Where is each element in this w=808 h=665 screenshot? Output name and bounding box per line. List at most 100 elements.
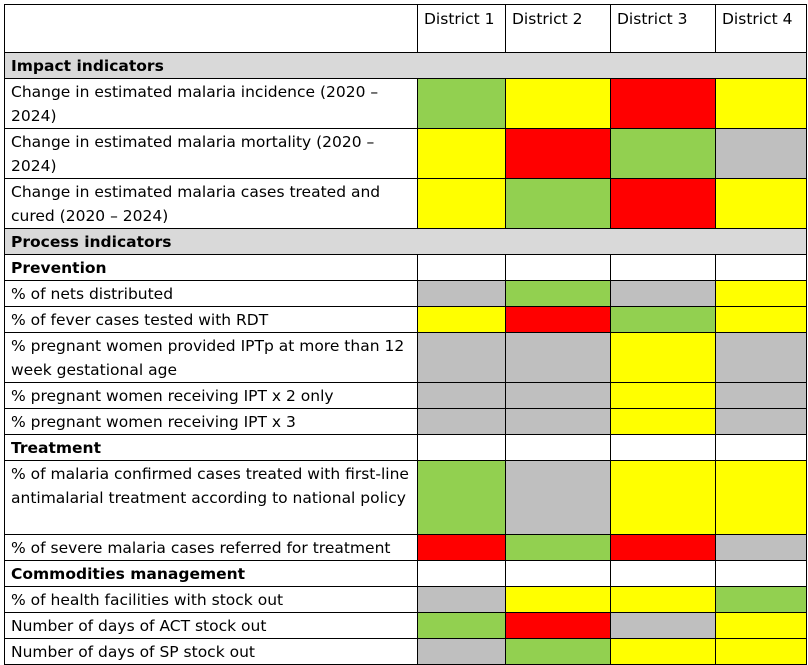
status-cell-district-3 xyxy=(610,434,716,461)
indicator-label: Change in estimated malaria incidence (2… xyxy=(4,78,418,129)
subsection-row: Prevention xyxy=(4,254,807,281)
indicator-label: % of health facilities with stock out xyxy=(4,586,418,613)
status-cell-district-4 xyxy=(715,534,807,561)
indicator-row: % of severe malaria cases referred for t… xyxy=(4,534,807,561)
status-cell-district-2 xyxy=(505,460,611,535)
indicator-row: % of fever cases tested with RDT xyxy=(4,306,807,333)
subsection-row: Commodities management xyxy=(4,560,807,587)
status-cell-district-1 xyxy=(417,434,506,461)
status-cell-district-1 xyxy=(417,78,506,129)
status-cell-district-3 xyxy=(610,280,716,307)
indicator-label: Change in estimated malaria mortality (2… xyxy=(4,128,418,179)
status-cell-district-1 xyxy=(417,534,506,561)
status-cell-district-2 xyxy=(505,306,611,333)
indicator-label: Number of days of ACT stock out xyxy=(4,612,418,639)
indicator-label: % pregnant women provided IPTp at more t… xyxy=(4,332,418,383)
status-cell-district-3 xyxy=(610,534,716,561)
indicator-row: % pregnant women receiving IPT x 2 only xyxy=(4,382,807,409)
indicator-row: % of malaria confirmed cases treated wit… xyxy=(4,460,807,535)
header-district-1: District 1 xyxy=(417,4,506,53)
indicator-label: Change in estimated malaria cases treate… xyxy=(4,178,418,229)
status-cell-district-2 xyxy=(505,280,611,307)
section-heading: Process indicators xyxy=(4,228,807,255)
status-cell-district-3 xyxy=(610,408,716,435)
status-cell-district-3 xyxy=(610,638,716,665)
status-cell-district-1 xyxy=(417,178,506,229)
status-cell-district-4 xyxy=(715,434,807,461)
status-cell-district-3 xyxy=(610,460,716,535)
status-cell-district-1 xyxy=(417,460,506,535)
section-row: Impact indicators xyxy=(4,52,807,79)
indicator-label: % of nets distributed xyxy=(4,280,418,307)
status-cell-district-1 xyxy=(417,612,506,639)
status-cell-district-2 xyxy=(505,534,611,561)
header-district-3: District 3 xyxy=(610,4,716,53)
indicator-label: % of fever cases tested with RDT xyxy=(4,306,418,333)
status-cell-district-3 xyxy=(610,586,716,613)
status-cell-district-1 xyxy=(417,254,506,281)
indicator-row: Change in estimated malaria incidence (2… xyxy=(4,78,807,129)
status-cell-district-2 xyxy=(505,612,611,639)
subsection-heading: Commodities management xyxy=(4,560,418,587)
status-cell-district-4 xyxy=(715,128,807,179)
header-row: District 1 District 2 District 3 Distric… xyxy=(4,4,807,53)
indicator-label: % pregnant women receiving IPT x 3 xyxy=(4,408,418,435)
header-corner-cell xyxy=(4,4,418,53)
status-cell-district-4 xyxy=(715,586,807,613)
status-cell-district-2 xyxy=(505,434,611,461)
status-cell-district-3 xyxy=(610,254,716,281)
status-cell-district-3 xyxy=(610,78,716,129)
section-row: Process indicators xyxy=(4,228,807,255)
indicator-row: % of health facilities with stock out xyxy=(4,586,807,613)
status-cell-district-4 xyxy=(715,254,807,281)
indicator-row: Change in estimated malaria mortality (2… xyxy=(4,128,807,179)
status-cell-district-2 xyxy=(505,560,611,587)
header-district-2: District 2 xyxy=(505,4,611,53)
indicator-label: % of malaria confirmed cases treated wit… xyxy=(4,460,418,535)
status-cell-district-3 xyxy=(610,560,716,587)
status-cell-district-3 xyxy=(610,178,716,229)
status-cell-district-1 xyxy=(417,306,506,333)
subsection-heading: Prevention xyxy=(4,254,418,281)
status-cell-district-4 xyxy=(715,638,807,665)
status-cell-district-3 xyxy=(610,612,716,639)
section-heading: Impact indicators xyxy=(4,52,807,79)
status-cell-district-1 xyxy=(417,382,506,409)
status-cell-district-4 xyxy=(715,560,807,587)
status-cell-district-4 xyxy=(715,178,807,229)
indicator-row: Number of days of SP stock out xyxy=(4,638,807,665)
status-cell-district-2 xyxy=(505,178,611,229)
status-cell-district-2 xyxy=(505,332,611,383)
indicator-row: % pregnant women receiving IPT x 3 xyxy=(4,408,807,435)
status-cell-district-1 xyxy=(417,332,506,383)
indicator-row: % pregnant women provided IPTp at more t… xyxy=(4,332,807,383)
status-cell-district-1 xyxy=(417,638,506,665)
status-cell-district-2 xyxy=(505,128,611,179)
status-cell-district-4 xyxy=(715,332,807,383)
status-cell-district-2 xyxy=(505,638,611,665)
status-cell-district-2 xyxy=(505,382,611,409)
status-cell-district-2 xyxy=(505,586,611,613)
status-cell-district-4 xyxy=(715,408,807,435)
indicator-row: Change in estimated malaria cases treate… xyxy=(4,178,807,229)
indicator-label: Number of days of SP stock out xyxy=(4,638,418,665)
status-cell-district-1 xyxy=(417,128,506,179)
indicator-label: % of severe malaria cases referred for t… xyxy=(4,534,418,561)
status-cell-district-2 xyxy=(505,78,611,129)
subsection-heading: Treatment xyxy=(4,434,418,461)
status-cell-district-1 xyxy=(417,408,506,435)
status-cell-district-1 xyxy=(417,586,506,613)
indicator-table-body: District 1 District 2 District 3 Distric… xyxy=(4,4,807,665)
status-cell-district-3 xyxy=(610,382,716,409)
status-cell-district-2 xyxy=(505,408,611,435)
header-district-4: District 4 xyxy=(715,4,807,53)
status-cell-district-3 xyxy=(610,306,716,333)
status-cell-district-3 xyxy=(610,332,716,383)
status-cell-district-4 xyxy=(715,460,807,535)
indicator-table: District 1 District 2 District 3 Distric… xyxy=(4,4,807,665)
indicator-row: Number of days of ACT stock out xyxy=(4,612,807,639)
status-cell-district-1 xyxy=(417,280,506,307)
status-cell-district-4 xyxy=(715,78,807,129)
status-cell-district-4 xyxy=(715,612,807,639)
status-cell-district-3 xyxy=(610,128,716,179)
